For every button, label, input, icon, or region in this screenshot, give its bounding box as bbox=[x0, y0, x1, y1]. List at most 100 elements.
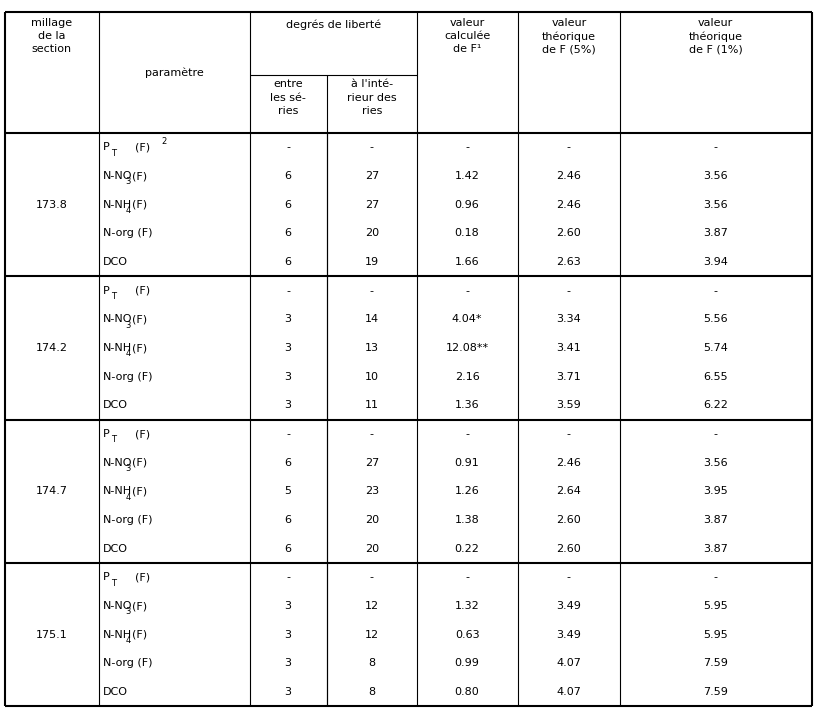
Text: (F): (F) bbox=[121, 286, 150, 296]
Text: 3.56: 3.56 bbox=[703, 199, 728, 209]
Text: 2.63: 2.63 bbox=[556, 257, 581, 267]
Text: -: - bbox=[286, 429, 290, 439]
Text: 3: 3 bbox=[284, 343, 292, 353]
Text: 3: 3 bbox=[284, 372, 292, 382]
Text: 0.91: 0.91 bbox=[455, 458, 480, 468]
Text: T: T bbox=[111, 149, 116, 158]
Text: -: - bbox=[286, 286, 290, 296]
Text: 6.22: 6.22 bbox=[703, 400, 728, 410]
Text: 3.34: 3.34 bbox=[556, 315, 581, 325]
Text: 5.56: 5.56 bbox=[703, 315, 728, 325]
Text: N-NH: N-NH bbox=[103, 343, 132, 353]
Text: -: - bbox=[567, 286, 571, 296]
Text: 3.87: 3.87 bbox=[703, 515, 728, 525]
Text: T: T bbox=[111, 578, 116, 588]
Text: 23: 23 bbox=[365, 486, 379, 496]
Text: N-org (F): N-org (F) bbox=[103, 515, 153, 525]
Text: -: - bbox=[465, 429, 469, 439]
Text: 1.42: 1.42 bbox=[455, 171, 480, 181]
Text: 6: 6 bbox=[284, 544, 292, 554]
Text: N-NO: N-NO bbox=[103, 601, 132, 611]
Text: 0.80: 0.80 bbox=[455, 687, 480, 697]
Text: 11: 11 bbox=[365, 400, 379, 410]
Text: 2.46: 2.46 bbox=[556, 171, 582, 181]
Text: N-NO: N-NO bbox=[103, 458, 132, 468]
Text: (F): (F) bbox=[132, 171, 147, 181]
Text: -: - bbox=[286, 573, 290, 583]
Text: 27: 27 bbox=[364, 458, 379, 468]
Text: 2.46: 2.46 bbox=[556, 458, 582, 468]
Text: 2: 2 bbox=[161, 137, 166, 147]
Text: N-NH: N-NH bbox=[103, 630, 132, 640]
Text: 3: 3 bbox=[125, 607, 131, 616]
Text: 5: 5 bbox=[284, 486, 292, 496]
Text: 2.60: 2.60 bbox=[556, 515, 581, 525]
Text: millage
de la
section: millage de la section bbox=[31, 18, 73, 54]
Text: 6: 6 bbox=[284, 229, 292, 239]
Text: 3: 3 bbox=[284, 659, 292, 669]
Text: (F): (F) bbox=[121, 573, 150, 583]
Text: 3: 3 bbox=[284, 630, 292, 640]
Text: -: - bbox=[465, 142, 469, 152]
Text: (F): (F) bbox=[132, 343, 147, 353]
Text: N-org (F): N-org (F) bbox=[103, 659, 153, 669]
Text: 3: 3 bbox=[125, 177, 131, 187]
Text: 4: 4 bbox=[125, 493, 131, 502]
Text: N-org (F): N-org (F) bbox=[103, 372, 153, 382]
Text: 6: 6 bbox=[284, 171, 292, 181]
Text: 3.95: 3.95 bbox=[703, 486, 728, 496]
Text: 0.22: 0.22 bbox=[455, 544, 480, 554]
Text: -: - bbox=[713, 142, 717, 152]
Text: 175.1: 175.1 bbox=[36, 630, 68, 640]
Text: 2.60: 2.60 bbox=[556, 229, 581, 239]
Text: paramètre: paramètre bbox=[145, 67, 203, 78]
Text: 5.95: 5.95 bbox=[703, 601, 728, 611]
Text: 2.60: 2.60 bbox=[556, 544, 581, 554]
Text: N-NH: N-NH bbox=[103, 199, 132, 209]
Text: 4: 4 bbox=[125, 350, 131, 358]
Text: à l'inté-
rieur des
ries: à l'inté- rieur des ries bbox=[347, 79, 397, 116]
Text: 20: 20 bbox=[365, 229, 379, 239]
Text: valeur
théorique
de F (1%): valeur théorique de F (1%) bbox=[689, 18, 743, 55]
Text: (F): (F) bbox=[121, 429, 150, 439]
Text: -: - bbox=[370, 286, 374, 296]
Text: 1.36: 1.36 bbox=[455, 400, 480, 410]
Text: 4: 4 bbox=[125, 206, 131, 215]
Text: 3: 3 bbox=[284, 687, 292, 697]
Text: degrés de liberté: degrés de liberté bbox=[286, 19, 381, 30]
Text: 4.07: 4.07 bbox=[556, 659, 582, 669]
Text: -: - bbox=[370, 142, 374, 152]
Text: 3.56: 3.56 bbox=[703, 171, 728, 181]
Text: 3.56: 3.56 bbox=[703, 458, 728, 468]
Text: 7.59: 7.59 bbox=[703, 687, 728, 697]
Text: 2.46: 2.46 bbox=[556, 199, 582, 209]
Text: 3.41: 3.41 bbox=[556, 343, 581, 353]
Text: 3.87: 3.87 bbox=[703, 229, 728, 239]
Text: -: - bbox=[567, 429, 571, 439]
Text: N-NO: N-NO bbox=[103, 315, 132, 325]
Text: 2.16: 2.16 bbox=[455, 372, 480, 382]
Text: entre
les sé-
ries: entre les sé- ries bbox=[270, 79, 306, 116]
Text: -: - bbox=[286, 142, 290, 152]
Text: -: - bbox=[713, 286, 717, 296]
Text: 3.94: 3.94 bbox=[703, 257, 728, 267]
Text: -: - bbox=[567, 142, 571, 152]
Text: (F): (F) bbox=[132, 486, 147, 496]
Text: 3: 3 bbox=[284, 315, 292, 325]
Text: 3.71: 3.71 bbox=[556, 372, 581, 382]
Text: DCO: DCO bbox=[103, 687, 128, 697]
Text: P: P bbox=[103, 142, 110, 152]
Text: 0.99: 0.99 bbox=[455, 659, 480, 669]
Text: 20: 20 bbox=[365, 544, 379, 554]
Text: 3: 3 bbox=[125, 321, 131, 330]
Text: 3.59: 3.59 bbox=[556, 400, 581, 410]
Text: 8: 8 bbox=[368, 659, 376, 669]
Text: 1.32: 1.32 bbox=[455, 601, 480, 611]
Text: 12: 12 bbox=[365, 630, 379, 640]
Text: 8: 8 bbox=[368, 687, 376, 697]
Text: 0.63: 0.63 bbox=[455, 630, 480, 640]
Text: 3.49: 3.49 bbox=[556, 601, 582, 611]
Text: N-NH: N-NH bbox=[103, 486, 132, 496]
Text: -: - bbox=[713, 573, 717, 583]
Text: T: T bbox=[111, 435, 116, 444]
